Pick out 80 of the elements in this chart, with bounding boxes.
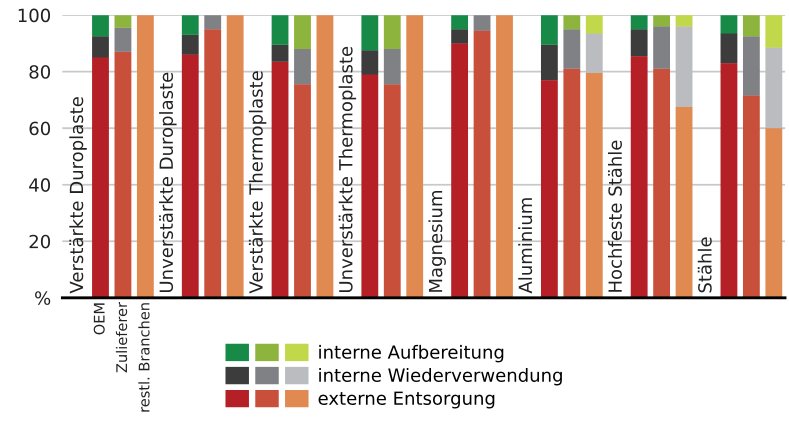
bar: [92, 36, 109, 58]
bar: [676, 106, 692, 298]
annotation: Unverstärkte Thermoplaste: [338, 46, 356, 292]
bar: [272, 15, 288, 45]
bar: [653, 15, 670, 26]
bar: [676, 26, 692, 107]
bar: [451, 15, 468, 30]
bar: [474, 30, 490, 298]
bar: [630, 56, 648, 298]
bar: [586, 73, 603, 298]
bar: [406, 15, 424, 298]
bar: [676, 15, 692, 26]
bar: [361, 15, 378, 50]
bar: [765, 15, 782, 48]
annotation: Aluminium: [518, 198, 532, 294]
legend-label: externe Entsorgung: [318, 392, 494, 409]
x-tick-label: restl. Branchen: [138, 303, 150, 412]
bar: [294, 49, 311, 84]
bar: [540, 80, 558, 298]
bar: [182, 15, 199, 35]
bar: [540, 44, 558, 80]
bar: [226, 15, 244, 298]
bar: [720, 63, 738, 298]
bar: [742, 96, 760, 298]
bar: [136, 15, 154, 298]
bar: [294, 15, 311, 50]
bar: [182, 54, 199, 298]
y-tick-label: 60: [30, 122, 50, 136]
bar: [384, 84, 401, 298]
bar: [114, 28, 132, 52]
bar: [563, 68, 580, 298]
annotation: Stähle: [698, 237, 712, 292]
bar: [92, 15, 109, 36]
bar: [765, 48, 782, 128]
bar: [630, 15, 648, 30]
bar: [361, 74, 378, 298]
bar: [653, 26, 670, 69]
bar: [474, 15, 490, 31]
annotation: Verstärkte Thermoplaste: [248, 71, 266, 294]
bar: [451, 29, 468, 44]
y-tick-label: 40: [29, 178, 50, 192]
bar: [563, 29, 580, 69]
bar: [114, 15, 132, 28]
annotation: Hochfeste Stähle: [608, 140, 622, 292]
bar: [204, 15, 222, 30]
bar: [742, 15, 760, 36]
bar: [384, 49, 401, 84]
bar: [272, 62, 288, 298]
bar: [384, 15, 401, 50]
bar: [316, 15, 334, 298]
y-tick-label: %: [35, 291, 50, 305]
bar: [720, 15, 738, 34]
bar: [451, 43, 468, 298]
bar: [720, 33, 738, 64]
bar: [182, 34, 199, 55]
bar: [92, 57, 109, 298]
annotation: Magnesium: [428, 191, 446, 292]
legend-label: interne Wiederverwendung: [319, 368, 562, 386]
bar: [361, 50, 378, 74]
y-tick-label: 80: [29, 65, 50, 79]
bar: [765, 128, 782, 298]
x-tick-label: OEM: [94, 303, 105, 334]
annotation: Verstärkte Duroplaste: [69, 97, 87, 294]
bar: [272, 44, 288, 62]
x-tick-label: Zulieferer: [116, 302, 128, 372]
y-tick-label: 20: [30, 234, 50, 248]
bar: [496, 15, 513, 298]
bar: [586, 33, 603, 74]
annotation: Unverstärkte Duroplaste: [159, 72, 177, 292]
bar: [294, 84, 311, 298]
bar: [653, 68, 670, 298]
bar: [630, 29, 648, 56]
bar: [586, 15, 603, 34]
bar: [563, 15, 580, 30]
legend-label: interne Aufbereitung: [319, 344, 504, 362]
bar: [204, 29, 222, 298]
y-tick-label: 100: [18, 8, 50, 22]
bar: [114, 52, 132, 298]
bar: [742, 36, 760, 96]
bar: [540, 15, 558, 45]
